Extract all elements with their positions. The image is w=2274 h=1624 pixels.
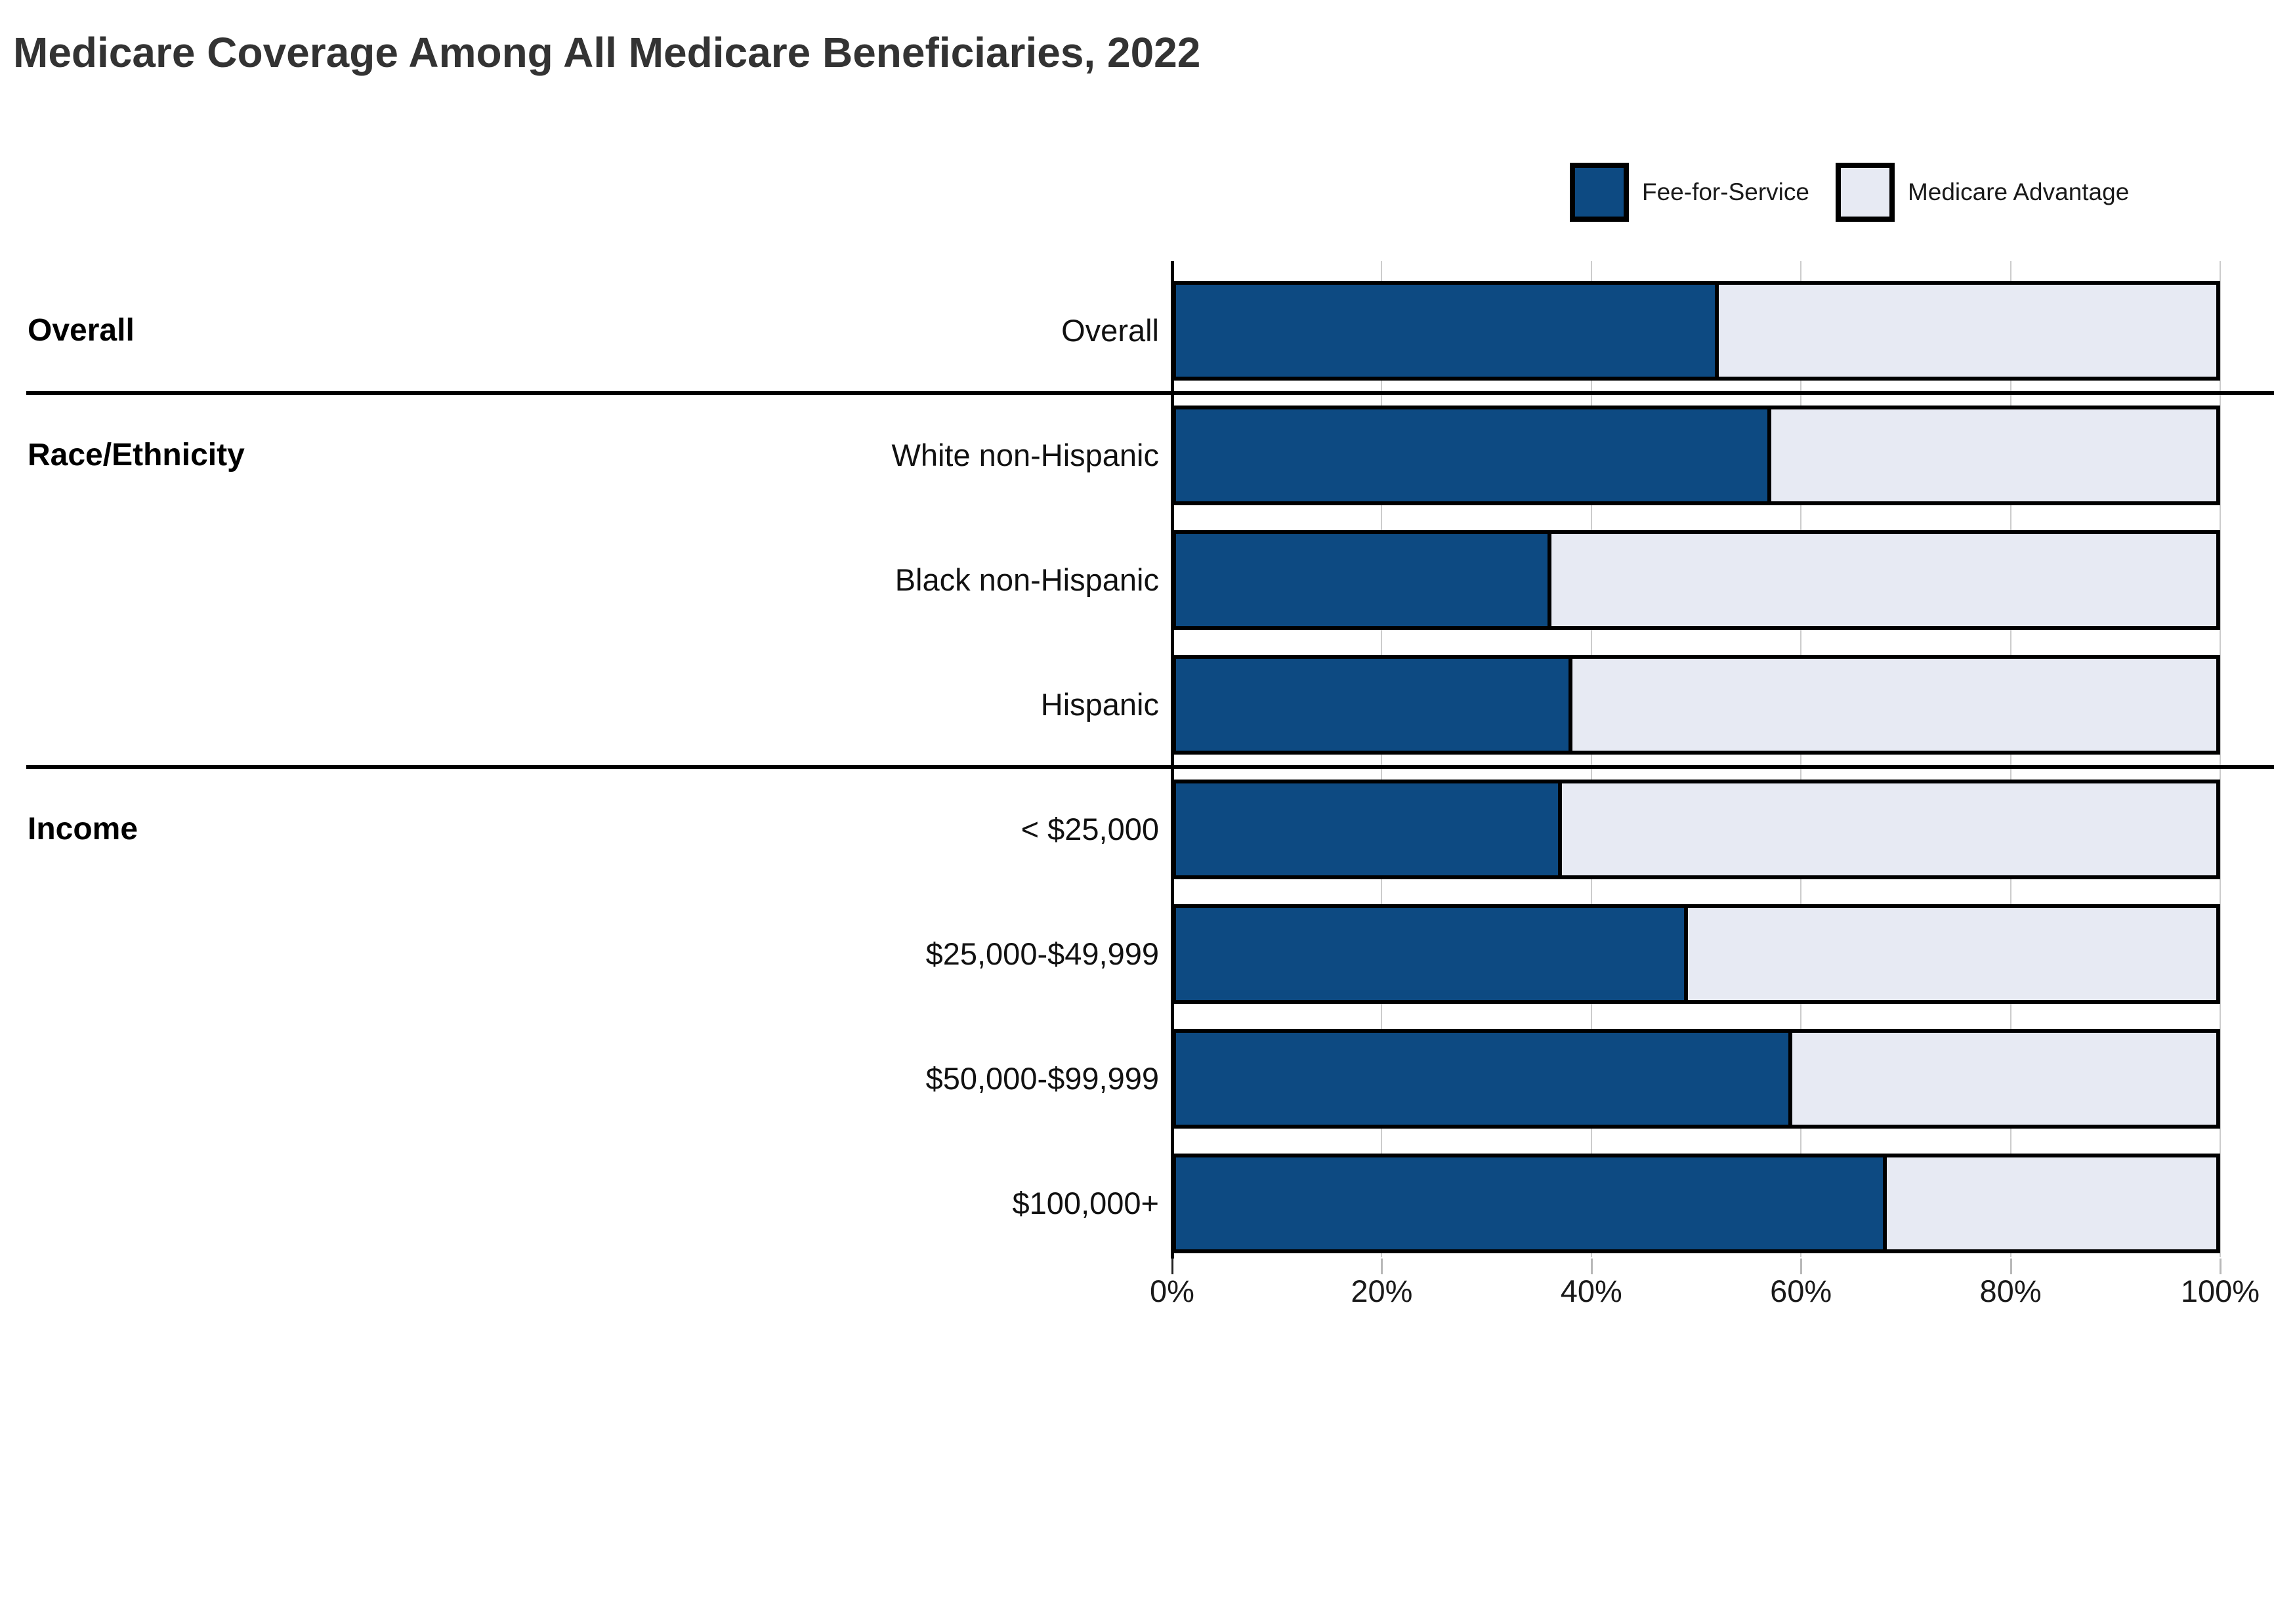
- medicare-advantage-swatch-icon: [1835, 163, 1895, 222]
- x-axis-tick-label: 80%: [1979, 1274, 2042, 1308]
- chart-title: Medicare Coverage Among All Medicare Ben…: [13, 29, 1201, 76]
- x-axis-tick-label: 20%: [1351, 1274, 1413, 1308]
- gridline: [1381, 261, 1383, 1257]
- gridline: [2010, 261, 2011, 1257]
- legend-item-fee-for-service: Fee-for-Service: [1570, 163, 1809, 222]
- bar-segment-medicare-advantage: [1771, 409, 2216, 501]
- gridline: [1590, 261, 1592, 1257]
- bar: [1172, 1029, 2220, 1129]
- bar: [1172, 281, 2220, 381]
- row-label: < $25,000: [1021, 812, 1159, 846]
- bar: [1172, 655, 2220, 755]
- section-separator: [26, 391, 2274, 395]
- bar-segment-fee-for-service: [1176, 534, 1551, 626]
- legend: Fee-for-Service Medicare Advantage: [1570, 163, 2129, 222]
- row-label: $50,000-$99,999: [925, 1061, 1159, 1096]
- x-axis-tick: [2220, 1259, 2221, 1274]
- bar-segment-medicare-advantage: [1886, 1157, 2216, 1249]
- bar-segment-fee-for-service: [1176, 783, 1562, 875]
- bar: [1172, 904, 2220, 1004]
- x-axis-tick-label: 100%: [2180, 1274, 2260, 1308]
- row-label: White non-Hispanic: [891, 438, 1159, 472]
- bar-segment-medicare-advantage: [1572, 659, 2216, 751]
- bar-segment-fee-for-service: [1176, 908, 1688, 1000]
- y-axis-line: [1171, 261, 1174, 1259]
- row-label: $25,000-$49,999: [925, 936, 1159, 971]
- section-label: Income: [28, 812, 138, 846]
- bar-segment-medicare-advantage: [1551, 534, 2216, 626]
- bar-segment-medicare-advantage: [1561, 783, 2216, 875]
- section-separator: [26, 765, 2274, 769]
- x-axis-tick: [1171, 1259, 1173, 1274]
- bar-segment-medicare-advantage: [1687, 908, 2216, 1000]
- bar: [1172, 406, 2220, 505]
- legend-item-medicare-advantage: Medicare Advantage: [1835, 163, 2130, 222]
- legend-label: Medicare Advantage: [1907, 178, 2130, 205]
- bar: [1172, 1154, 2220, 1253]
- x-axis-tick: [1800, 1259, 1803, 1274]
- fee-for-service-swatch-icon: [1570, 163, 1629, 222]
- bar-segment-fee-for-service: [1176, 1157, 1887, 1249]
- section-label: Overall: [28, 313, 135, 348]
- bar: [1172, 530, 2220, 630]
- x-axis-tick-label: 0%: [1150, 1274, 1194, 1308]
- x-axis-tick: [1381, 1259, 1383, 1274]
- gridline: [2220, 261, 2221, 1257]
- bar-segment-fee-for-service: [1176, 659, 1572, 751]
- row-label: $100,000+: [1012, 1186, 1159, 1220]
- x-axis-tick-label: 60%: [1770, 1274, 1832, 1308]
- row-label: Black non-Hispanic: [895, 562, 1159, 597]
- legend-label: Fee-for-Service: [1642, 178, 1809, 205]
- x-axis-tick: [2010, 1259, 2012, 1274]
- bar-segment-fee-for-service: [1176, 409, 1772, 501]
- bar-segment-fee-for-service: [1176, 285, 1719, 377]
- gridline: [1800, 261, 1802, 1257]
- row-label: Hispanic: [1040, 687, 1159, 722]
- x-axis-tick: [1590, 1259, 1593, 1274]
- bar-segment-fee-for-service: [1176, 1033, 1793, 1125]
- section-label: Race/Ethnicity: [28, 438, 245, 472]
- bar: [1172, 780, 2220, 879]
- x-axis-tick-label: 40%: [1560, 1274, 1622, 1308]
- bar-segment-medicare-advantage: [1792, 1033, 2216, 1125]
- bar-segment-medicare-advantage: [1719, 285, 2216, 377]
- row-label: Overall: [1061, 313, 1159, 348]
